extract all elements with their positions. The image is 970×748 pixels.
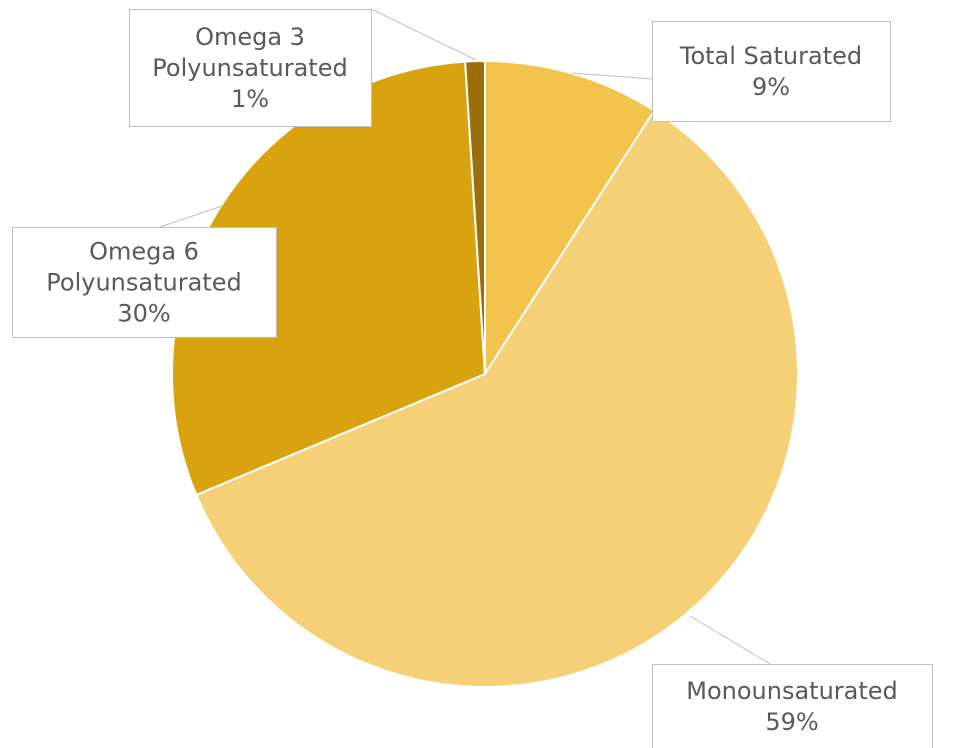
data-label-total-saturated: Total Saturated 9%	[652, 21, 891, 122]
leader-line-monounsaturated	[689, 615, 771, 665]
data-label-box	[652, 21, 891, 122]
pie-slice-total-saturated	[484, 60, 656, 375]
pie-slice-omega-3-polyunsaturated	[464, 60, 486, 375]
data-label-percent: 9%	[752, 73, 790, 101]
data-label-percent: 1%	[231, 85, 269, 113]
data-label-category: Omega 6	[89, 238, 199, 266]
data-label-percent: 59%	[765, 708, 818, 736]
data-label-category: Total Saturated	[679, 42, 862, 70]
data-label-monounsaturated: Monounsaturated 59%	[652, 664, 933, 748]
pie-slice-omega-6-polyunsaturated	[171, 60, 486, 496]
data-label-box	[652, 664, 933, 748]
data-label-category: Polyunsaturated	[46, 269, 241, 297]
pie-slices	[171, 60, 799, 688]
data-label-omega-6-polyunsaturated: Omega 6 Polyunsaturated 30%	[12, 227, 277, 338]
data-label-box	[129, 9, 372, 127]
pie-slice-monounsaturated	[195, 109, 799, 688]
data-label-category: Polyunsaturated	[152, 54, 347, 82]
leader-line-total-saturated	[571, 72, 653, 80]
data-label-category: Omega 3	[195, 23, 305, 51]
data-label-box	[12, 227, 277, 338]
leader-line-omega-3-polyunsaturated	[370, 8, 477, 61]
data-label-percent: 30%	[117, 300, 170, 328]
data-label-omega-3-polyunsaturated: Omega 3 Polyunsaturated 1%	[129, 9, 372, 127]
data-label-category: Monounsaturated	[686, 677, 898, 705]
leader-line-omega-6-polyunsaturated	[159, 205, 223, 228]
